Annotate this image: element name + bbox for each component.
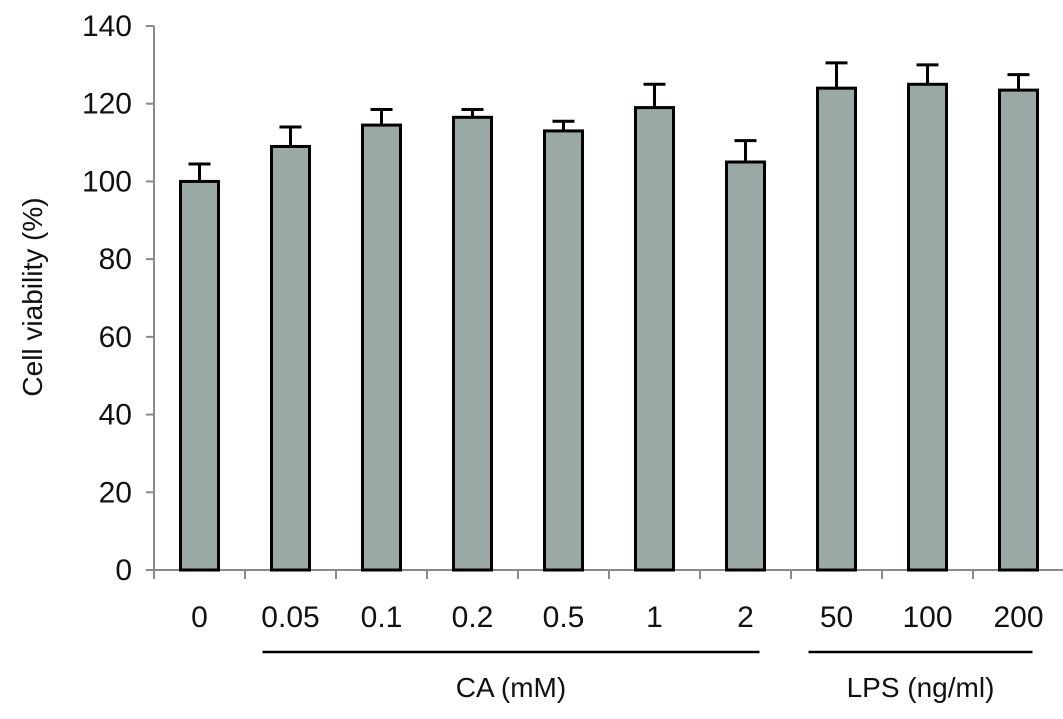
bar-0	[179, 179, 220, 572]
y-tick-label: 120	[82, 88, 132, 121]
bar-1	[634, 106, 675, 572]
x-tick-label: 0.05	[261, 601, 319, 634]
y-tick-label: 60	[99, 321, 132, 354]
group-label-1: LPS (ng/ml)	[847, 672, 995, 703]
bar-50	[816, 86, 857, 572]
x-tick-label: 100	[902, 601, 952, 634]
x-tick-label: 50	[820, 601, 853, 634]
x-tick-label: 200	[993, 601, 1043, 634]
x-tick-label: 0	[191, 601, 208, 634]
bar-0.2	[452, 115, 493, 572]
x-tick-label: 1	[646, 601, 663, 634]
group-brackets: CA (mM) LPS (ng/ml)	[262, 650, 1033, 703]
x-tick-label: 2	[737, 601, 754, 634]
y-tick-label: 100	[82, 165, 132, 198]
y-tick-label: 40	[99, 399, 132, 432]
x-tick-label: 0.1	[361, 601, 403, 634]
y-tick-label: 80	[99, 243, 132, 276]
y-tick-label: 140	[82, 10, 132, 43]
bar-0.05	[270, 144, 311, 572]
bar-200	[998, 88, 1039, 572]
bar-0.1	[361, 123, 402, 572]
y-axis-title: Cell viability (%)	[17, 197, 48, 396]
bar-series	[179, 82, 1039, 572]
x-tick-label: 0.2	[452, 601, 494, 634]
bar-2	[725, 160, 766, 572]
error-bars	[188, 61, 1030, 182]
y-axis: 0 20 40 60 80 100 120 140	[82, 10, 155, 587]
x-axis: 0 0.05 0.1 0.2 0.5 1 2 50 100 200	[153, 569, 1063, 634]
x-tick-label: 0.5	[543, 601, 585, 634]
group-label-0: CA (mM)	[456, 672, 566, 703]
y-tick-label: 0	[115, 554, 132, 587]
y-tick-label: 20	[99, 476, 132, 509]
bar-0.5	[543, 129, 584, 572]
bar-100	[907, 82, 948, 572]
